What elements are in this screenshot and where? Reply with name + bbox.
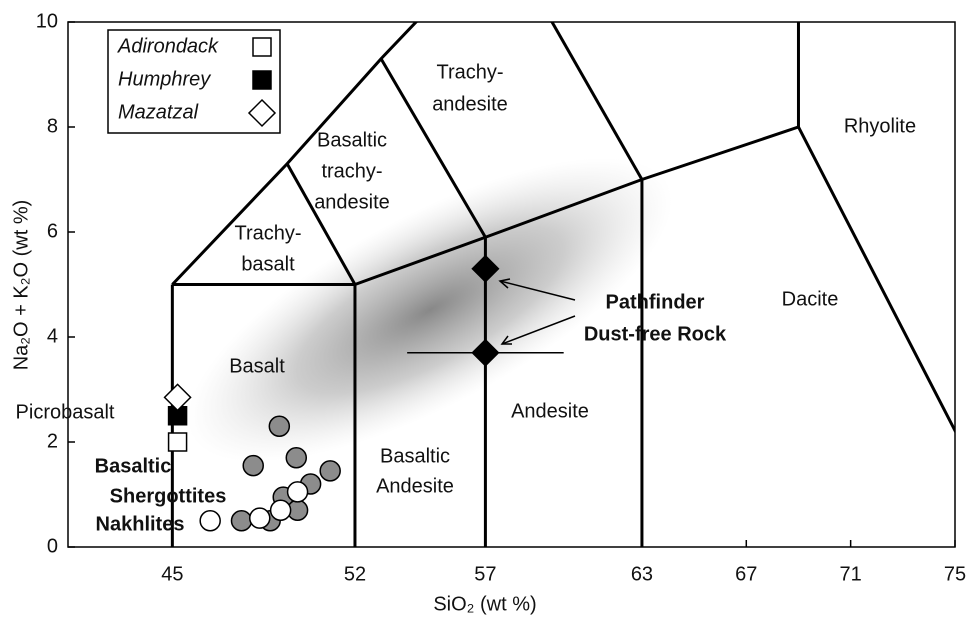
annotation: Nakhlites (96, 513, 185, 535)
x-tick-label: 67 (735, 563, 757, 585)
field-label: Trachy- (234, 222, 301, 244)
annotation-arrows (498, 278, 576, 345)
legend-label: Humphrey (118, 68, 211, 90)
point (269, 499, 292, 521)
plot-frame (67, 21, 956, 548)
field-label: Basalt (229, 355, 285, 377)
point (199, 510, 221, 532)
annotation: Basaltic (95, 455, 172, 477)
legend-swatch (252, 70, 272, 90)
field-label: Andesite (376, 475, 454, 497)
field-label: Picrobasalt (16, 401, 115, 423)
y-tick-label: 0 (47, 535, 58, 557)
point (471, 338, 500, 367)
field-label: andesite (432, 93, 508, 115)
point (242, 454, 264, 477)
point (471, 254, 500, 283)
y-tick-label: 10 (36, 10, 58, 32)
field-boundary (379, 57, 487, 239)
point (230, 510, 253, 532)
legend-label: Mazatzal (118, 101, 199, 123)
x-tick-label: 52 (344, 563, 366, 585)
field-label: Basaltic (380, 445, 450, 467)
point (319, 460, 341, 482)
field-label: Rhyolite (844, 115, 916, 137)
annotation: Pathfinder (606, 291, 705, 313)
x-tick-label: 71 (840, 563, 862, 585)
point (286, 481, 309, 503)
x-tick-label: 63 (631, 563, 653, 585)
field-label: Basaltic (317, 129, 387, 151)
point (163, 383, 192, 412)
legend-swatch (252, 37, 272, 57)
y-tick-label: 6 (47, 220, 58, 242)
field-boundaries (170, 22, 955, 547)
field-boundary (172, 125, 955, 434)
point (167, 432, 188, 452)
dust-cloud (187, 158, 673, 462)
field-label: Andesite (511, 400, 589, 422)
x-tick-label: 57 (474, 563, 496, 585)
point (248, 507, 271, 529)
y-tick-label: 4 (47, 325, 58, 347)
y-tick-label: 2 (47, 430, 58, 452)
field-label: basalt (241, 253, 295, 275)
legend-swatch (247, 98, 277, 128)
field-boundary (171, 22, 419, 286)
annotation: Dust-free Rock (584, 323, 727, 345)
field-boundary (285, 163, 357, 286)
legend-label: Adirondack (117, 35, 219, 57)
field-label: Trachy- (436, 61, 503, 83)
field-label: trachy- (321, 160, 382, 182)
y-axis-label: Na₂O + K₂O (wt %) (10, 200, 32, 371)
x-tick-label: 75 (944, 563, 966, 585)
y-tick-label: 8 (47, 115, 58, 137)
field-boundary (550, 22, 644, 181)
field-label: andesite (314, 191, 390, 213)
point (285, 447, 308, 469)
field-label: Dacite (782, 288, 839, 310)
x-tick-label: 45 (161, 563, 183, 585)
x-axis-label: SiO₂ (wt %) (433, 593, 536, 615)
annotation: Shergottites (110, 485, 227, 507)
point (268, 415, 291, 437)
